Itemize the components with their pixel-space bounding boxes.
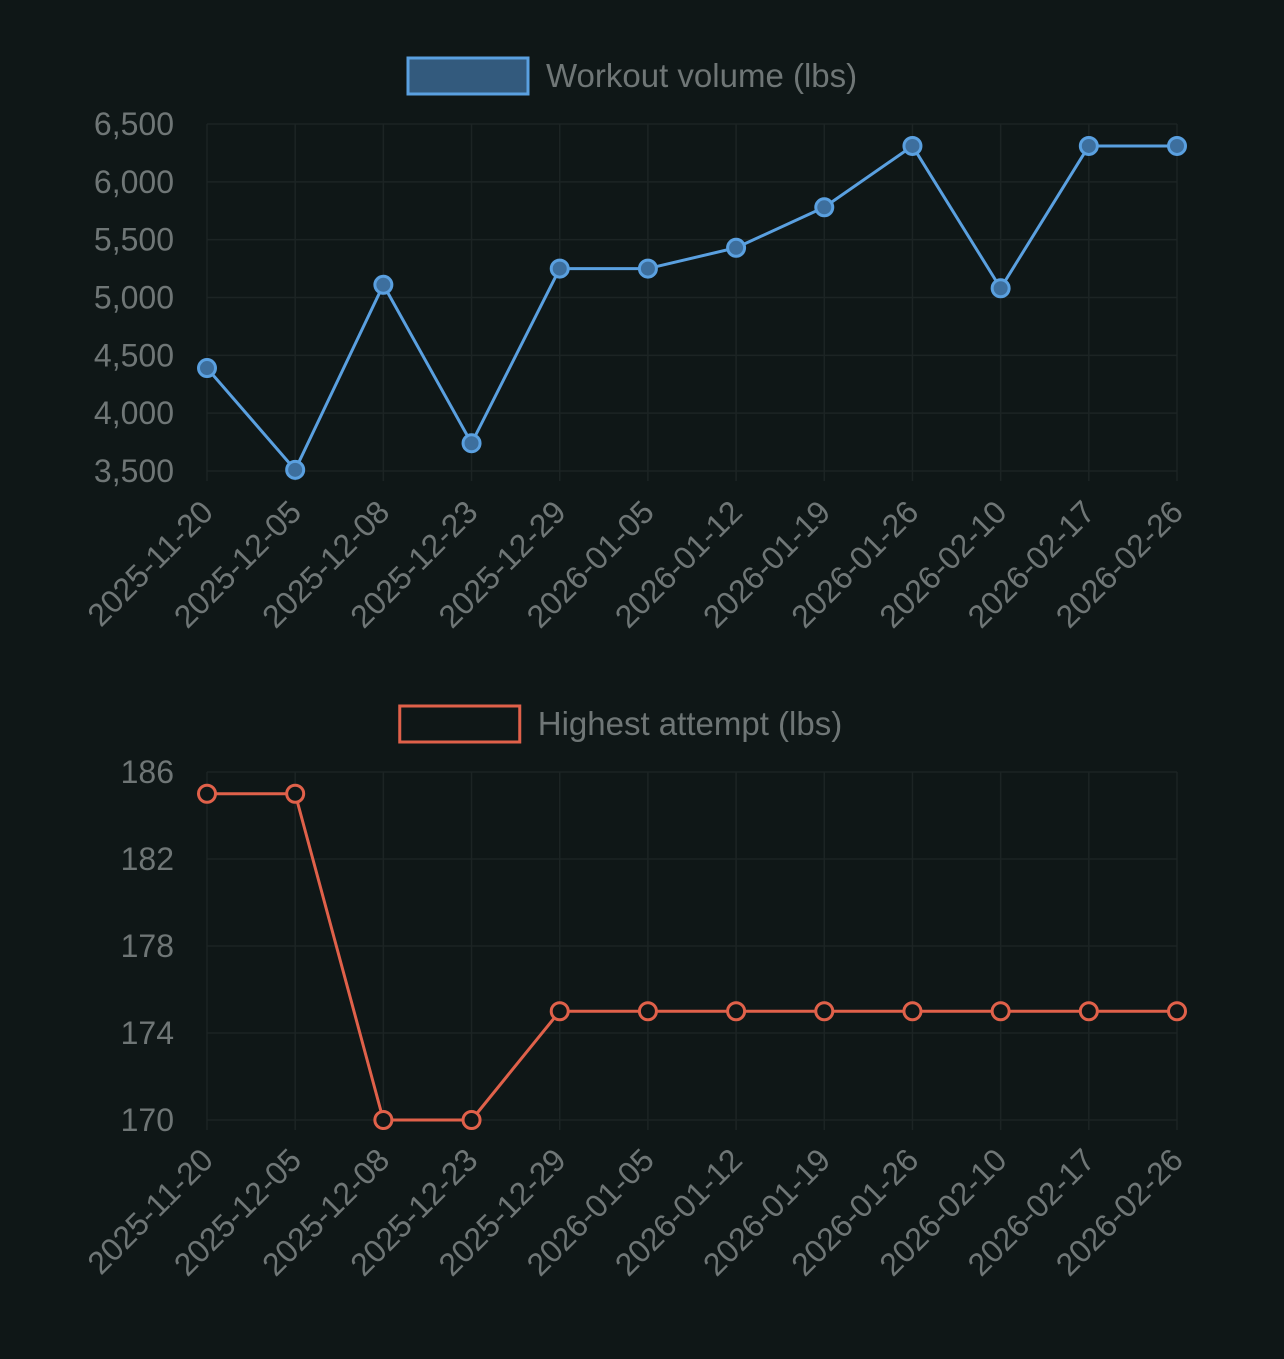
y-tick-label: 3,500 (94, 453, 174, 489)
data-point (549, 1001, 570, 1022)
y-tick-label: 6,500 (94, 106, 174, 142)
y-tick-label: 182 (121, 841, 174, 877)
data-point (285, 459, 306, 480)
y-tick-label: 4,500 (94, 337, 174, 373)
y-tick-label: 170 (121, 1102, 174, 1138)
series-line (207, 792, 1177, 1122)
data-point (990, 1001, 1011, 1022)
data-point (726, 237, 747, 258)
legend-swatch (398, 704, 522, 744)
data-point (549, 258, 570, 279)
data-point (461, 1110, 482, 1130)
data-point (373, 1110, 394, 1130)
data-point (902, 1001, 923, 1022)
data-point (814, 1001, 835, 1022)
data-point (461, 433, 482, 454)
chart-2-series-1 (197, 783, 1187, 1130)
chart-2-legend: Highest attempt (lbs) (398, 704, 842, 744)
data-point (197, 783, 217, 804)
data-point (1167, 1001, 1187, 1022)
chart-1-series-1 (197, 135, 1187, 480)
legend-swatch (406, 56, 530, 96)
y-tick-label: 186 (121, 754, 174, 790)
data-point (902, 135, 923, 156)
chart-2-grid (206, 771, 1178, 1130)
data-point (1078, 1001, 1099, 1022)
y-tick-label: 4,000 (94, 395, 174, 431)
data-point (637, 1001, 658, 1022)
data-point (285, 783, 306, 804)
legend-label: Highest attempt (lbs) (538, 705, 842, 742)
chart-2: 170 174 178 182 186 2025-11-202025-12-052025-… (80, 704, 1190, 1283)
y-tick-label: 6,000 (94, 164, 174, 200)
data-point (1078, 135, 1099, 156)
legend-label: Workout volume (lbs) (546, 57, 857, 94)
chart-1-y-axis: 3,500 4,000 4,500 5,000 5,500 6,000 6,500 (94, 106, 174, 489)
chart-2-y-axis: 170 174 178 182 186 (121, 754, 174, 1138)
data-point (373, 274, 394, 295)
data-point (637, 258, 658, 279)
data-point (990, 278, 1011, 299)
y-tick-label: 5,000 (94, 280, 174, 316)
chart-2-x-axis: 2025-11-202025-12-052025-12-082025-12-23… (80, 1141, 1190, 1282)
series-line (205, 144, 1177, 472)
chart-1-legend: Workout volume (lbs) (406, 56, 857, 96)
y-tick-label: 178 (121, 928, 174, 964)
data-point (197, 358, 217, 379)
chart-1: 3,500 4,000 4,500 5,000 5,500 6,000 6,500 2025-… (80, 56, 1190, 635)
chart-1-x-axis: 2025-11-202025-12-052025-12-082025-12-23… (80, 493, 1190, 634)
data-point (814, 197, 835, 218)
chart-1-grid (206, 123, 1178, 481)
data-point (726, 1001, 747, 1022)
y-tick-label: 174 (121, 1015, 174, 1051)
data-point (1167, 135, 1187, 156)
y-tick-label: 5,500 (94, 222, 174, 258)
